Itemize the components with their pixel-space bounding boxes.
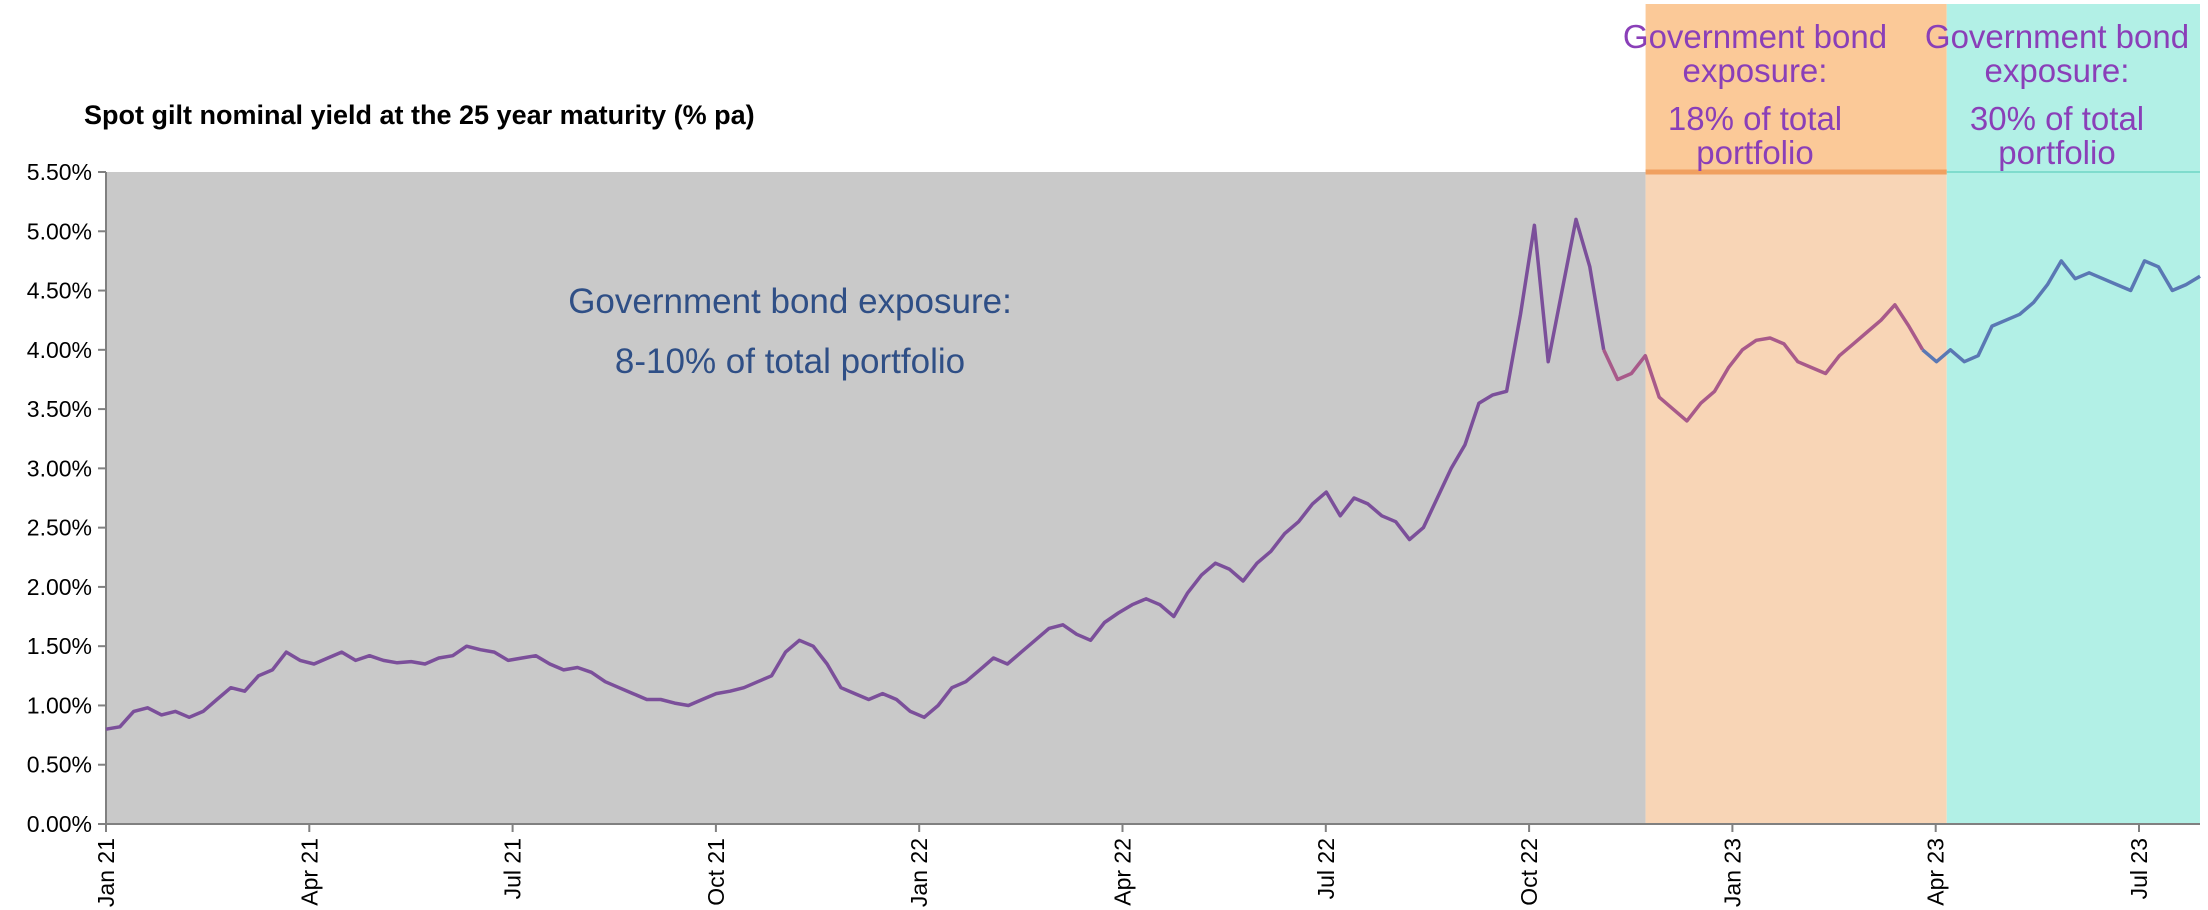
- y-tick-label: 0.50%: [27, 752, 92, 778]
- orange-label-line2: exposure:: [1682, 52, 1828, 89]
- x-tick-label: Apr 23: [1923, 838, 1949, 906]
- y-tick-label: 5.50%: [27, 159, 92, 185]
- y-tick-label: 3.50%: [27, 396, 92, 422]
- orange-sub-line1: 18% of total: [1667, 100, 1843, 137]
- x-tick-label: Jan 22: [906, 838, 932, 907]
- y-tick-label: 5.00%: [27, 218, 92, 244]
- x-tick-label: Oct 21: [703, 838, 729, 906]
- teal-label-line2: exposure:: [1984, 52, 2130, 89]
- chart-title: Spot gilt nominal yield at the 25 year m…: [84, 100, 755, 130]
- teal-sub-line1: 30% of total: [1969, 100, 2145, 137]
- region-header-2: [1946, 4, 2200, 172]
- y-tick-label: 3.00%: [27, 455, 92, 481]
- region-header-1: [1645, 4, 1947, 172]
- y-tick-label: 1.50%: [27, 633, 92, 659]
- yield-line-segment: [1921, 259, 2201, 364]
- x-tick-label: Jan 23: [1719, 838, 1745, 907]
- region-band-1: [1645, 172, 1947, 824]
- y-tick-label: 1.00%: [27, 692, 92, 718]
- x-tick-label: Apr 21: [296, 838, 322, 906]
- y-tick-label: 4.00%: [27, 337, 92, 363]
- y-tick-label: 2.00%: [27, 574, 92, 600]
- orange-region-label: Government bond exposure: 18% of total p…: [1600, 20, 1910, 170]
- x-tick-label: Jan 21: [93, 838, 119, 907]
- region-band-0: [106, 172, 1646, 824]
- y-tick-label: 2.50%: [27, 515, 92, 541]
- x-tick-label: Jul 23: [2126, 838, 2152, 899]
- x-tick-label: Apr 22: [1110, 838, 1136, 906]
- region-band-2: [1946, 172, 2200, 824]
- x-tick-label: Jul 21: [500, 838, 526, 899]
- yield-line-segment: [1602, 303, 1925, 423]
- teal-region-label: Government bond exposure: 30% of total p…: [1912, 20, 2202, 170]
- orange-label-line1: Government bond: [1622, 18, 1888, 55]
- y-tick-label: 0.00%: [27, 811, 92, 837]
- yield-line-segment: [105, 217, 1606, 731]
- gray-region-sublabel: 8-10% of total portfolio: [614, 342, 966, 381]
- teal-label-line1: Government bond: [1924, 18, 2190, 55]
- x-tick-label: Oct 22: [1516, 838, 1542, 906]
- y-tick-label: 4.50%: [27, 278, 92, 304]
- orange-sub-line2: portfolio: [1696, 134, 1814, 171]
- gray-region-note: Government bond exposure: 8-10% of total…: [470, 272, 1110, 392]
- teal-sub-line2: portfolio: [1998, 134, 2116, 171]
- gray-region-label: Government bond exposure:: [568, 282, 1012, 321]
- x-tick-label: Jul 22: [1313, 838, 1339, 899]
